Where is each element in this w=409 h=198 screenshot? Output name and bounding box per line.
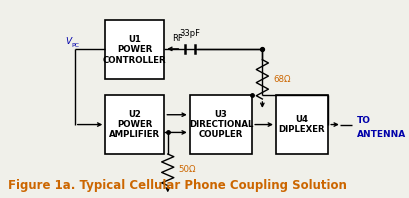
Bar [105, 95, 164, 154]
Bar [190, 95, 252, 154]
Text: U2
POWER
AMPLIFIER: U2 POWER AMPLIFIER [109, 110, 160, 139]
Text: RF: RF [173, 34, 183, 43]
Text: 50Ω: 50Ω [179, 165, 196, 174]
Text: 68Ω: 68Ω [273, 75, 291, 84]
Text: TO: TO [357, 116, 371, 125]
Text: ANTENNA: ANTENNA [357, 130, 406, 139]
Text: Figure 1a. Typical Cellular Phone Coupling Solution: Figure 1a. Typical Cellular Phone Coupli… [9, 179, 347, 192]
Text: U1
POWER
CONTROLLER: U1 POWER CONTROLLER [103, 35, 166, 65]
Bar [105, 20, 164, 79]
Text: U3
DIRECTIONAL
COUPLER: U3 DIRECTIONAL COUPLER [189, 110, 253, 139]
Bar [276, 95, 328, 154]
Text: V: V [65, 37, 71, 46]
Text: PC: PC [72, 43, 80, 48]
Text: 33pF: 33pF [179, 29, 200, 38]
Text: U4
DIPLEXER: U4 DIPLEXER [279, 115, 326, 134]
